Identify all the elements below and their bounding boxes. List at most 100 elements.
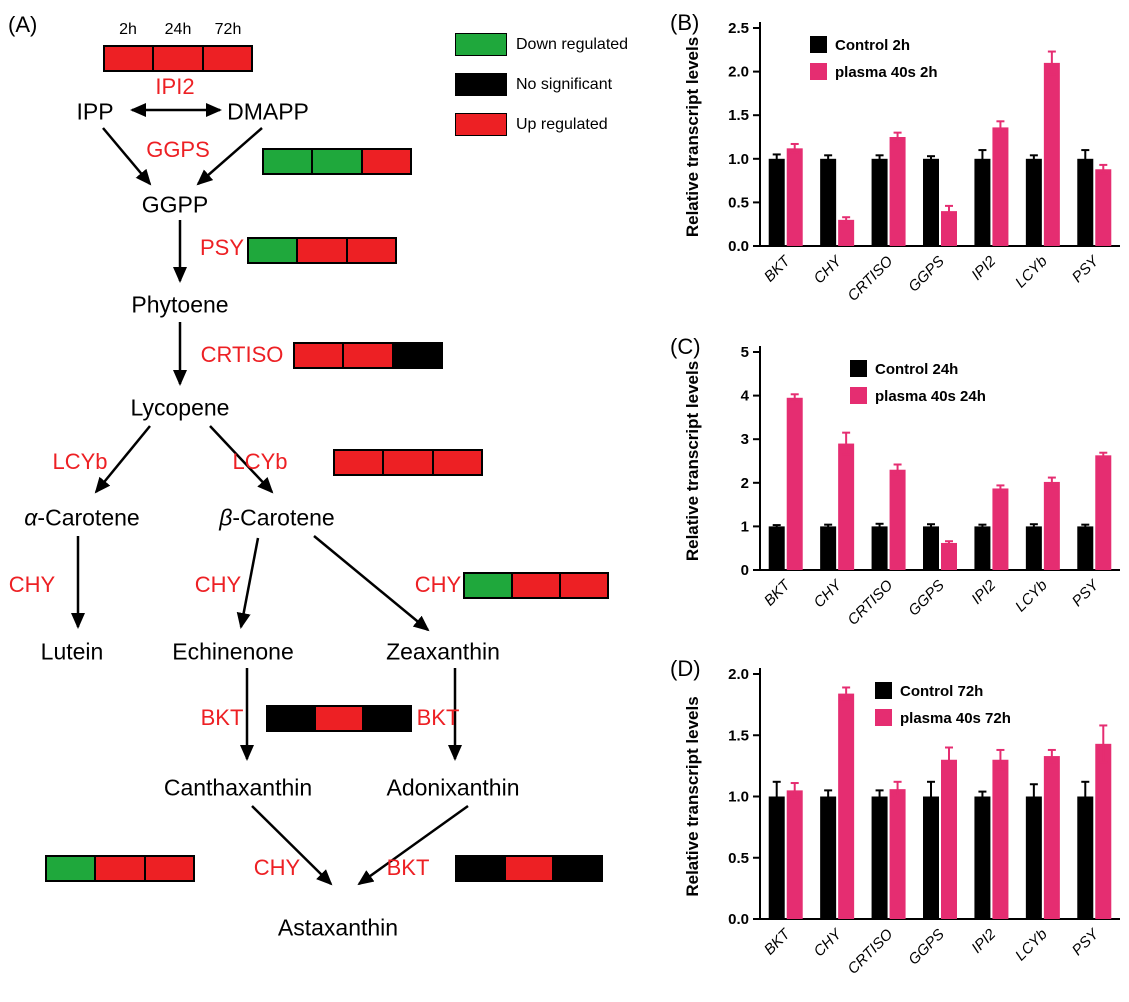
panel-a-label: (A) <box>8 12 38 37</box>
regulation-cell-up <box>295 344 343 367</box>
beta-carotene-text: -Carotene <box>232 504 335 531</box>
bar-GGPS-series0 <box>923 796 939 919</box>
y-tick-label: 2.0 <box>728 666 749 683</box>
x-category-LCYb: LCYb <box>1012 926 1051 965</box>
bar-BKT-series1 <box>786 790 803 919</box>
bar-CHY-series1 <box>838 693 855 919</box>
y-tick-label: 0.5 <box>728 850 749 867</box>
enzyme-psy: PSY <box>199 235 245 260</box>
x-category-GGPS: GGPS <box>905 253 948 296</box>
x-category-CHY: CHY <box>811 925 846 960</box>
regulation-cell-up <box>152 47 202 70</box>
node-canthaxanthin: Canthaxanthin <box>163 774 313 801</box>
x-category-CRTISO: CRTISO <box>844 577 896 629</box>
arrow-lycopene-alpha-carotene <box>94 425 151 494</box>
panel-b-chart: (B) 0.0 0.5 1.0 1.5 2.0 2.5 Relative transcrip… <box>660 6 1129 324</box>
bar-BKT-series0 <box>768 526 785 570</box>
regulation-cell-up <box>559 574 607 597</box>
x-category-PSY: PSY <box>1069 252 1103 286</box>
down-regulated-label: Down regulated <box>516 35 629 53</box>
time-label-2h: 2h <box>119 21 137 38</box>
time-label-24h: 24h <box>164 21 192 38</box>
panel-d-chart: (D) 0.0 0.5 1.0 1.5 2.0 Relative transcript l… <box>660 652 1129 997</box>
bar-chart-svg: 0.0 0.5 1.0 1.5 2.0 Relative transcript level… <box>683 666 1120 978</box>
bar-CHY-series1 <box>838 443 855 570</box>
enzyme-chy-left: CHY <box>8 572 56 597</box>
bar-CRTISO-series0 <box>871 526 888 570</box>
regulation-strip-ggps <box>262 148 412 175</box>
chart-legend-label-0: Control 72h <box>900 683 983 700</box>
x-category-GGPS: GGPS <box>905 577 948 620</box>
enzyme-lcyb-left: LCYb <box>52 449 108 474</box>
time-label-72h: 72h <box>214 21 242 38</box>
bar-chart-svg: 0 1 2 3 4 5 Relative transcript levels BKT CHY CR… <box>683 344 1120 629</box>
x-category-CRTISO: CRTISO <box>844 926 896 978</box>
x-category-BKT: BKT <box>761 925 795 959</box>
regulation-cell-up <box>431 451 481 474</box>
bar-GGPS-series1 <box>941 759 957 919</box>
regulation-cell-up <box>296 239 346 262</box>
regulation-cell-up <box>335 451 383 474</box>
bar-LCYb-series0 <box>1025 796 1042 919</box>
bar-BKT-series1 <box>786 148 803 246</box>
y-tick-label: 3 <box>741 431 749 448</box>
regulation-cell-up <box>503 857 553 880</box>
bar-PSY-series1 <box>1095 169 1112 246</box>
bar-CRTISO-series0 <box>871 158 888 246</box>
x-category-IPI2: IPI2 <box>968 925 999 956</box>
regulation-cell-down <box>465 574 511 597</box>
x-category-PSY: PSY <box>1069 925 1103 959</box>
chart-legend-swatch-1 <box>850 387 867 404</box>
enzyme-chy-right: CHY <box>414 572 462 597</box>
x-category-IPI2: IPI2 <box>968 252 999 283</box>
regulation-strip-crtiso <box>293 342 443 369</box>
x-category-PSY: PSY <box>1069 576 1103 610</box>
y-tick-label: 0.0 <box>728 238 749 255</box>
up-regulated-label: Up regulated <box>516 115 608 133</box>
y-tick-label: 4 <box>741 388 750 405</box>
pathway-diagram: (A) <box>8 12 629 941</box>
bar-BKT-series1 <box>786 397 803 570</box>
node-ggpp: GGPP <box>141 191 209 218</box>
bar-CHY-series0 <box>820 796 837 919</box>
enzyme-bkt-bottom: BKT <box>386 855 430 880</box>
regulation-cell-down <box>47 857 95 880</box>
regulation-strip-ipi2 <box>103 45 253 72</box>
bar-BKT-series0 <box>768 796 785 919</box>
node-astaxanthin: Astaxanthin <box>277 914 399 941</box>
enzyme-chy-middle: CHY <box>194 572 242 597</box>
bar-GGPS-series0 <box>923 158 939 246</box>
arrow-adonixanthin-astaxanthin <box>357 804 469 886</box>
down-regulated-swatch <box>455 33 507 56</box>
arrow-dmapp-ggpp <box>196 127 263 186</box>
regulation-cell-up <box>201 47 251 70</box>
bar-CHY-series0 <box>820 526 837 570</box>
y-tick-label: 0 <box>741 562 749 579</box>
regulation-cell-no <box>552 857 602 880</box>
bar-GGPS-series0 <box>923 526 939 570</box>
node-lycopene: Lycopene <box>130 394 230 421</box>
y-axis-title: Relative transcript levels <box>683 696 702 896</box>
y-tick-label: 0.0 <box>728 911 749 928</box>
regulation-cell-up <box>94 857 144 880</box>
regulation-cell-down <box>249 239 297 262</box>
regulation-cell-up <box>143 857 193 880</box>
arrow-lycopene-beta-carotene <box>209 425 274 494</box>
enzyme-bkt-right: BKT <box>416 705 460 730</box>
x-category-IPI2: IPI2 <box>968 576 999 607</box>
bar-LCYb-series1 <box>1043 62 1060 246</box>
legend-row-no-significant: No significant <box>455 73 612 96</box>
bar-CHY-series1 <box>838 219 855 246</box>
bar-IPI2-series0 <box>974 796 991 919</box>
regulation-strip-bkt-astaxanthin <box>455 855 603 882</box>
x-category-LCYb: LCYb <box>1012 577 1051 616</box>
node-phytoene: Phytoene <box>131 291 229 318</box>
bar-IPI2-series1 <box>992 759 1009 919</box>
y-tick-label: 2.5 <box>728 20 749 37</box>
regulation-cell-down <box>311 150 361 173</box>
bar-CRTISO-series1 <box>889 137 906 246</box>
y-tick-label: 2 <box>741 475 749 492</box>
regulation-strip-chy-zeaxanthin <box>463 572 609 599</box>
x-category-CHY: CHY <box>811 252 846 287</box>
chart-legend-label-0: Control 24h <box>875 361 958 378</box>
